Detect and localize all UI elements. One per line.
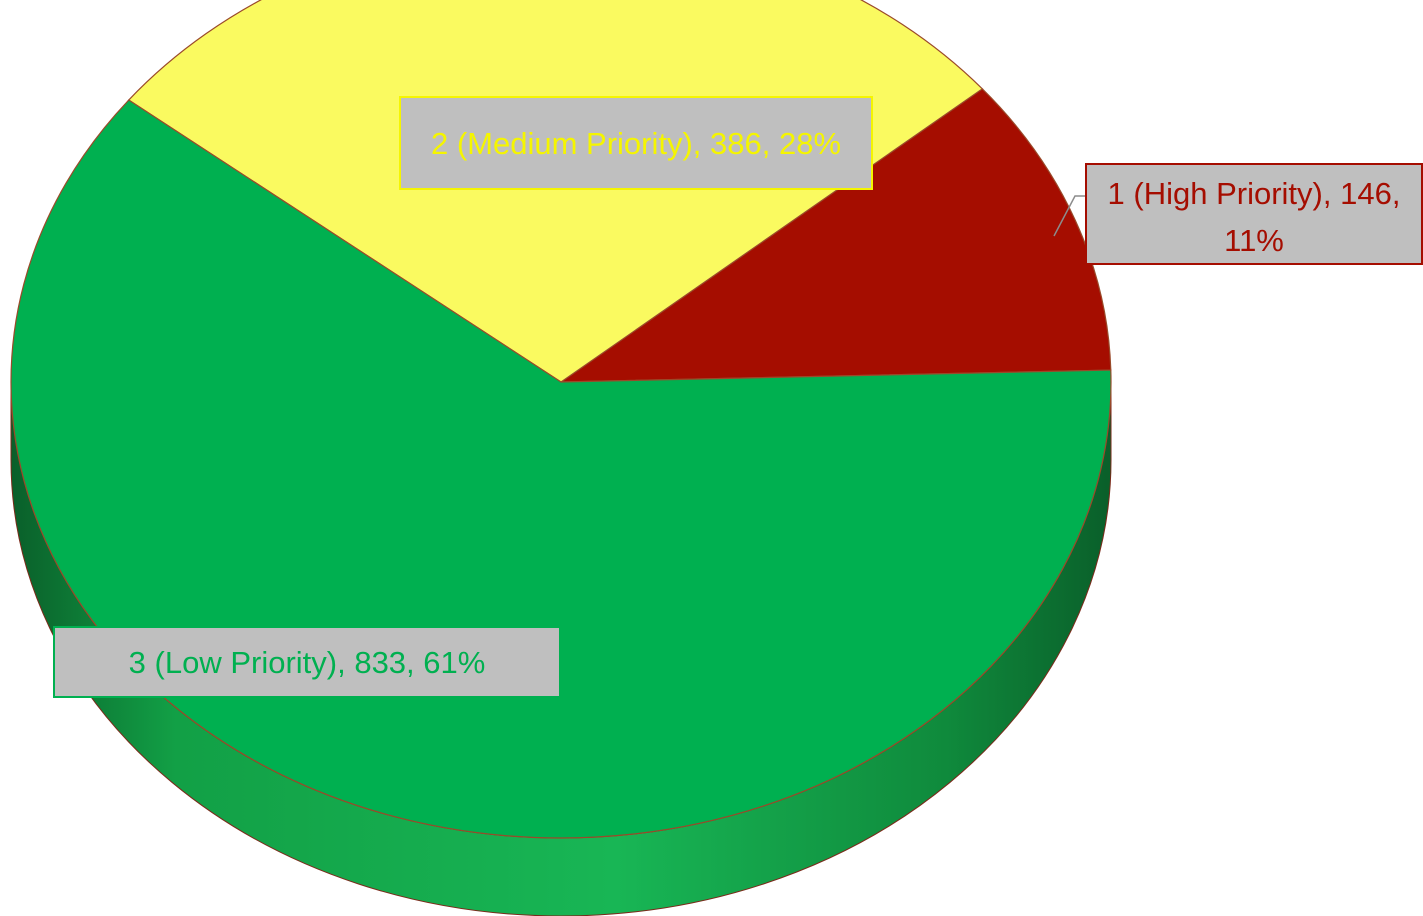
leader-lines	[1053, 195, 1086, 237]
data-label-text-1-2: 11%	[1224, 223, 1284, 258]
data-labels: 1 (High Priority), 146, 11% 2 (Medium Prio…	[53, 96, 1423, 698]
data-label-2: 2 (Medium Priority), 386, 28%	[399, 96, 873, 190]
data-label-text-2-1: 2 (Medium Priority), 386, 28%	[431, 126, 841, 161]
data-label-box-2	[399, 96, 873, 190]
data-label-box-3	[53, 626, 561, 698]
data-label-1: 1 (High Priority), 146, 11%	[1085, 163, 1423, 265]
data-label-text-3-1: 3 (Low Priority), 833, 61%	[129, 645, 486, 680]
pie-slice-2[interactable]	[127, 0, 984, 383]
data-label-box-1	[1085, 163, 1423, 265]
pie-slice-1[interactable]	[559, 88, 1112, 383]
data-label-text-1-1: 1 (High Priority), 146,	[1108, 176, 1401, 211]
data-label-3: 3 (Low Priority), 833, 61%	[53, 626, 561, 698]
leader-line-1	[1053, 195, 1086, 237]
